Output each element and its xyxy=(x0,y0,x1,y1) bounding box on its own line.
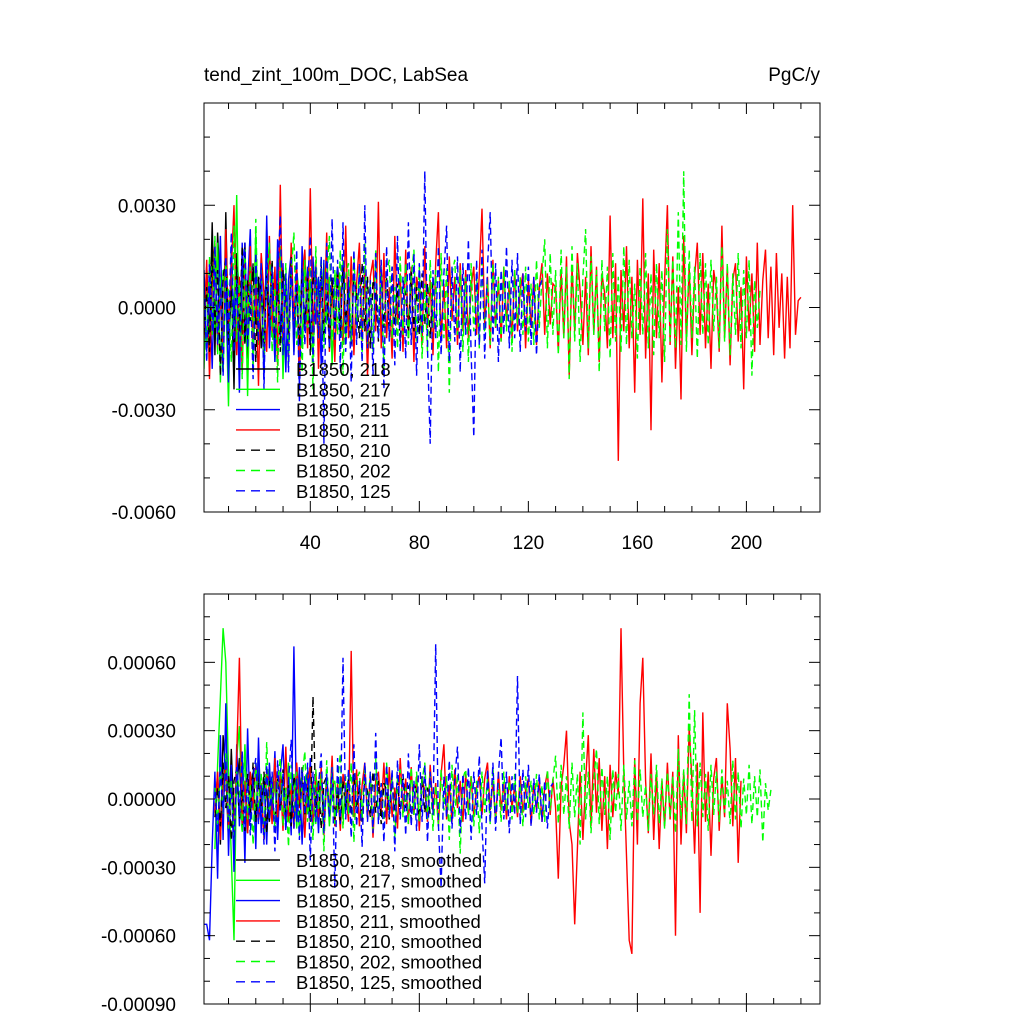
plot-area xyxy=(204,628,772,955)
top-panel: 40 80 120 160 200 -0.0060 -0.0030 0.0000 0.0030 t… xyxy=(112,65,821,554)
legend-label: B1850, 210 xyxy=(296,440,391,461)
legend-label: B1850, 211 xyxy=(296,420,389,441)
series-line-4 xyxy=(204,246,434,376)
x-tick-label: 80 xyxy=(409,533,430,554)
x-tick-label: 40 xyxy=(300,533,321,554)
plot-area xyxy=(204,171,802,461)
legend-label: B1850, 218 xyxy=(296,359,391,380)
series-line-5 xyxy=(214,694,772,854)
legend-label: B1850, 218, smoothed xyxy=(296,850,482,871)
units-label: PgC/y xyxy=(768,65,820,86)
series-line-5 xyxy=(204,171,761,393)
legend-label: B1850, 125 xyxy=(296,481,391,502)
legend-label: B1850, 210, smoothed xyxy=(296,931,482,952)
x-tick-label: 120 xyxy=(513,533,545,554)
series-line-6 xyxy=(204,171,543,444)
bottom-panel: -0.00090 -0.00060 -0.00030 0.00000 0.00030 0.… xyxy=(101,593,821,1016)
y-tick-label: 0.00000 xyxy=(107,790,176,811)
legend-label: B1850, 211, smoothed xyxy=(296,911,481,932)
legend-label: B1850, 215, smoothed xyxy=(296,891,482,912)
y-tick-label: -0.0060 xyxy=(112,503,176,524)
legend-label: B1850, 215 xyxy=(296,400,391,421)
chart-title: tend_zint_100m_DOC, LabSea xyxy=(204,65,468,86)
y-tick-label: 0.0000 xyxy=(118,299,176,320)
y-tick-label: -0.00060 xyxy=(101,927,176,948)
y-tick-label: -0.00090 xyxy=(101,995,176,1016)
y-tick-label: -0.00030 xyxy=(101,858,176,879)
y-tick-label: 0.0030 xyxy=(118,196,176,217)
x-tick-label: 160 xyxy=(622,533,654,554)
legend-label: B1850, 217 xyxy=(296,379,391,400)
legend-label: B1850, 125, smoothed xyxy=(296,972,482,993)
legend-label: B1850, 202, smoothed xyxy=(296,952,482,973)
y-tick-label: -0.0030 xyxy=(112,401,176,422)
y-tick-label: 0.00030 xyxy=(107,722,176,743)
legend-label: B1850, 217, smoothed xyxy=(296,870,482,891)
legend-label: B1850, 202 xyxy=(296,461,391,482)
x-tick-label: 200 xyxy=(731,533,763,554)
y-tick-label: 0.00060 xyxy=(107,653,176,674)
